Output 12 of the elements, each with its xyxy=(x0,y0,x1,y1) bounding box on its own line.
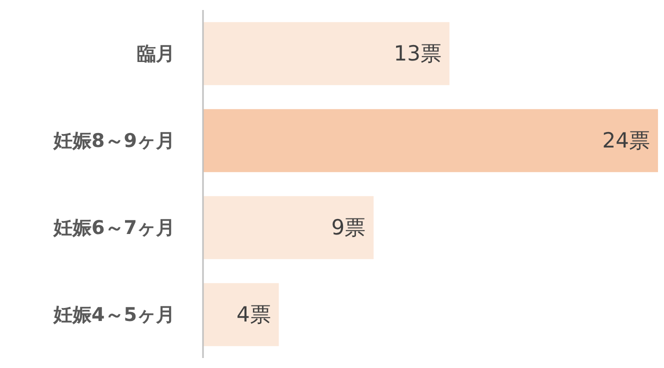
y-tick-label: 臨月 xyxy=(137,43,175,66)
data-label: 24票 xyxy=(602,128,650,153)
bar xyxy=(203,196,374,260)
data-label: 13票 xyxy=(394,42,442,66)
bar xyxy=(203,109,658,172)
data-label: 4票 xyxy=(236,302,271,327)
bar xyxy=(203,22,450,86)
data-label: 9票 xyxy=(331,216,366,240)
y-tick-label: 妊娠8～9ヶ月 xyxy=(52,130,175,152)
y-tick-label: 妊娠6～7ヶ月 xyxy=(52,217,175,240)
bar xyxy=(203,283,279,346)
y-tick-label: 妊娠4～5ヶ月 xyxy=(52,304,175,326)
